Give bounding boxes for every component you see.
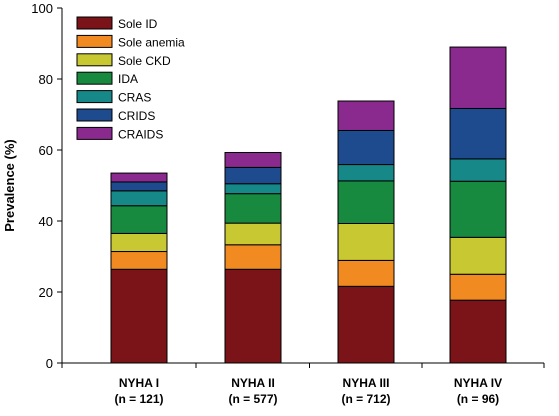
legend-swatch <box>76 34 113 48</box>
y-tick-label: 20 <box>39 285 53 300</box>
legend-swatch <box>76 108 113 122</box>
bar-segment <box>337 259 395 287</box>
legend-swatch <box>76 90 113 104</box>
bar-segment <box>224 222 282 246</box>
x-category-label: NYHA III <box>343 376 390 390</box>
bar-segment <box>224 166 282 185</box>
bar-segment <box>449 158 507 182</box>
bar-segment <box>110 268 168 364</box>
legend-label: IDA <box>118 72 138 86</box>
bar-segment <box>337 100 395 131</box>
bar-segment <box>449 236 507 275</box>
x-category-n-label: (n = 577) <box>228 392 277 406</box>
bar-segment <box>337 285 395 364</box>
bar-segment <box>110 190 168 207</box>
bar-segment <box>110 205 168 234</box>
bar-segment <box>449 180 507 238</box>
x-category-n-label: (n = 96) <box>457 392 499 406</box>
y-tick-label: 100 <box>31 1 53 16</box>
bar-segment <box>449 273 507 301</box>
bar-segment <box>337 180 395 224</box>
x-category-n-label: (n = 121) <box>114 392 163 406</box>
y-tick-label: 0 <box>46 356 53 371</box>
bar-segment <box>224 244 282 270</box>
y-tick-label: 40 <box>39 214 53 229</box>
bar-segment <box>110 251 168 270</box>
legend-label: Sole anemia <box>118 35 185 49</box>
labels-group: NYHA I (n = 121) NYHA II (n = 577) NYHA III (… <box>114 376 502 406</box>
legend-label: Sole CKD <box>118 54 171 68</box>
bar-segment <box>449 46 507 109</box>
bars-group <box>110 46 507 364</box>
bar-segment <box>224 183 282 195</box>
bar-segment <box>337 222 395 261</box>
bar-segment <box>110 181 168 192</box>
legend-label: CRAS <box>118 91 151 105</box>
x-category-n-label: (n = 712) <box>341 392 390 406</box>
legend-swatch <box>76 53 113 67</box>
bar-segment <box>337 164 395 182</box>
bar-segment <box>337 129 395 166</box>
legend-swatch <box>76 126 113 140</box>
legend-swatch <box>76 16 113 30</box>
y-axis-title: Prevalence (%) <box>2 139 17 232</box>
y-tick-label: 60 <box>39 143 53 158</box>
x-category-label: NYHA I <box>119 376 159 390</box>
bar-segment <box>449 107 507 160</box>
legend-label: CRIDS <box>118 109 155 123</box>
bar-segment <box>110 172 168 183</box>
legend-label: Sole ID <box>118 17 158 31</box>
bar-segment <box>224 151 282 168</box>
bar-segment <box>224 268 282 364</box>
bar-segment <box>224 193 282 224</box>
x-category-label: NYHA IV <box>454 376 502 390</box>
legend-label: CRAIDS <box>118 127 163 141</box>
legend-swatch <box>76 71 113 85</box>
bar-segment <box>110 232 168 253</box>
x-category-label: NYHA II <box>231 376 275 390</box>
bar-segment <box>449 299 507 364</box>
y-tick-label: 80 <box>39 72 53 87</box>
legend: Sole ID Sole anemia Sole CKD IDA CRAS CRIDS CR… <box>76 16 185 141</box>
